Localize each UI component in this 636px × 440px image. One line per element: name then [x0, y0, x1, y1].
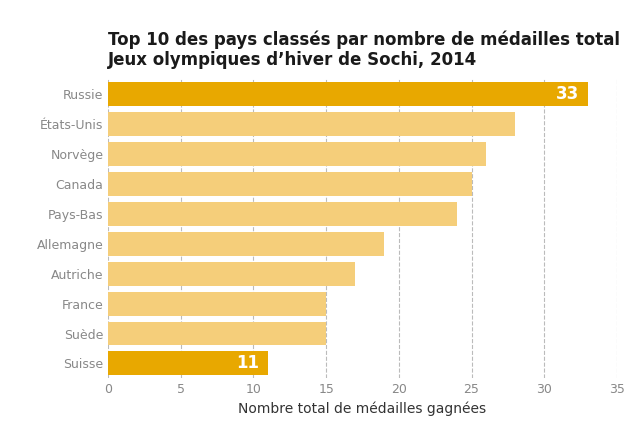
Bar: [108, 232, 384, 256]
Bar: [108, 172, 471, 196]
Text: Top 10 des pays classés par nombre de médailles total
Jeux olympiques d’hiver de: Top 10 des pays classés par nombre de mé…: [108, 30, 620, 70]
X-axis label: Nombre total de médailles gagnées: Nombre total de médailles gagnées: [238, 402, 487, 416]
Bar: [108, 322, 326, 345]
Text: 11: 11: [237, 355, 259, 372]
Bar: [108, 202, 457, 226]
Bar: [108, 352, 268, 375]
Bar: [108, 292, 326, 315]
Bar: [108, 262, 356, 286]
Text: 33: 33: [556, 85, 579, 103]
Bar: [108, 112, 515, 136]
Bar: [108, 142, 486, 166]
Bar: [108, 82, 588, 106]
